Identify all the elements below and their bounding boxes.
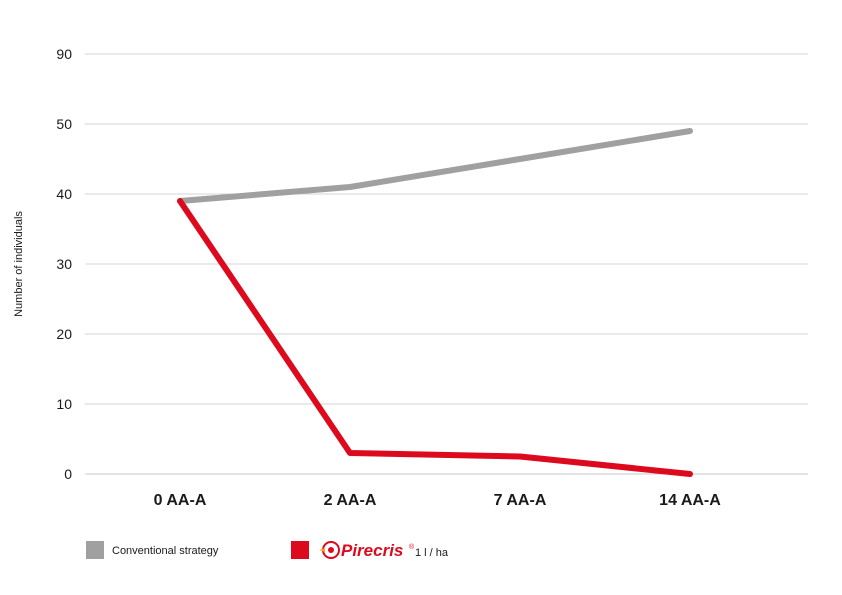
x-tick-label: 7 AA-A (494, 492, 547, 509)
x-tick-labels: 0 AA-A 2 AA-A 7 AA-A 14 AA-A (154, 492, 722, 509)
series-lines (177, 128, 693, 477)
y-tick-label: 90 (56, 46, 72, 62)
y-tick-label: 10 (56, 396, 72, 412)
series-line-conventional (177, 128, 693, 204)
x-tick-label: 2 AA-A (324, 492, 377, 509)
legend-swatch-conventional (86, 541, 104, 559)
y-axis-label: Number of individuals (13, 211, 25, 317)
y-tick-labels: 0 10 20 30 40 50 90 (56, 46, 72, 482)
legend: Conventional strategy Pirecris ® 1 l / h… (86, 541, 449, 560)
y-tick-label: 20 (56, 326, 72, 342)
x-tick-label: 14 AA-A (659, 492, 721, 509)
legend-label-pirecris: Pirecris (341, 541, 403, 560)
x-tick-label: 0 AA-A (154, 492, 207, 509)
registered-mark: ® (409, 543, 415, 551)
pirecris-logo-icon (319, 541, 340, 559)
legend-swatch-pirecris (291, 541, 309, 559)
y-tick-label: 40 (56, 186, 72, 202)
y-tick-label: 30 (56, 256, 72, 272)
y-tick-label: 0 (64, 466, 72, 482)
series-line-pirecris (177, 198, 693, 477)
legend-label-pirecris-dose: 1 l / ha (415, 547, 449, 559)
y-tick-label: 50 (56, 116, 72, 132)
grid-lines (85, 53, 808, 475)
legend-label-conventional: Conventional strategy (112, 545, 219, 557)
